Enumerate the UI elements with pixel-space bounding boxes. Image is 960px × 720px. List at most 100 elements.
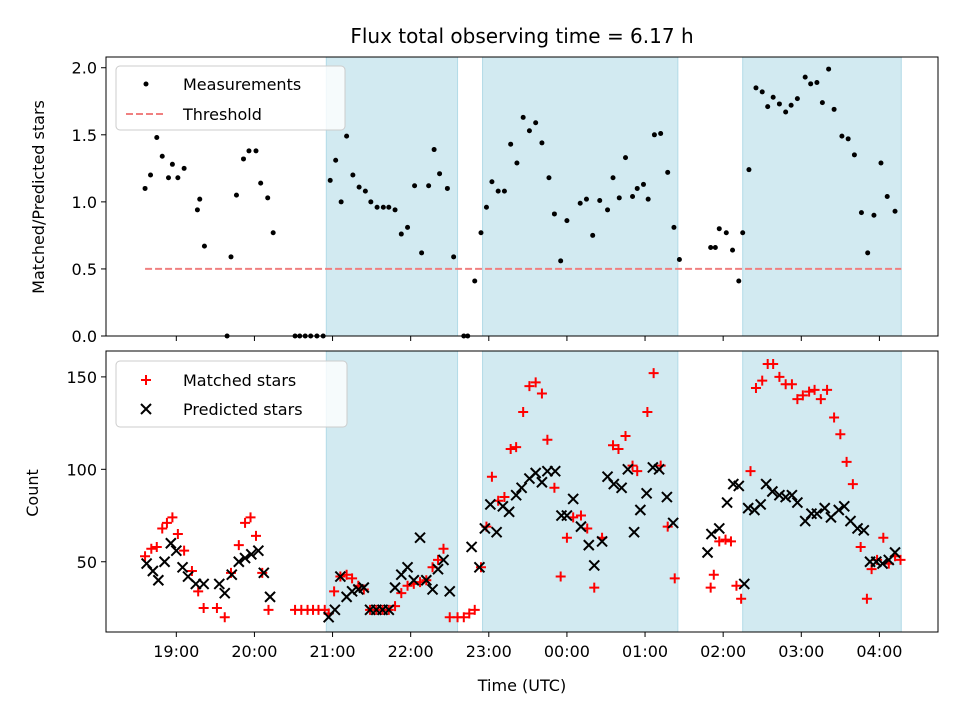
matched-star-point (750, 382, 761, 393)
y-tick-label: 0.5 (72, 260, 97, 279)
matched-star-point (530, 377, 541, 388)
measurement-point (884, 194, 890, 199)
measurement-point (658, 130, 664, 136)
matched-star-point (720, 534, 731, 545)
predicted-star-point (479, 522, 491, 535)
measurement-point (197, 196, 203, 202)
matched-star-point (589, 582, 600, 593)
measurement-point (419, 250, 425, 256)
measurement-point (514, 160, 520, 166)
predicted-star-point (667, 517, 679, 529)
measurement-point (508, 141, 514, 147)
matched-star-point (809, 384, 820, 395)
matched-star-point (475, 562, 486, 573)
legend-measurements-label: Measurements (183, 75, 301, 94)
predicted-star-point (713, 522, 725, 535)
predicted-star-point (583, 539, 595, 551)
measurement-point (412, 183, 418, 189)
measurement-point (437, 171, 443, 177)
measurement-point (148, 172, 154, 178)
measurement-point (676, 257, 682, 263)
matched-star-point (829, 412, 840, 423)
predicted-star-point (245, 548, 258, 561)
matched-star-point (774, 371, 785, 382)
predicted-star-point (819, 502, 831, 514)
matched-star-point (705, 582, 716, 593)
predicted-star-point (213, 578, 225, 590)
matched-star-point (822, 384, 833, 395)
measurement-point (233, 192, 239, 198)
predicted-star-point (561, 509, 573, 522)
legend-matched-marker (141, 375, 151, 385)
measurement-point (228, 254, 234, 260)
measurement-point (265, 195, 271, 201)
measurement-point (878, 160, 884, 166)
predicted-star-point (608, 478, 620, 490)
measurement-point (380, 204, 386, 210)
matched-star-point (245, 512, 256, 523)
axes-frame (105, 56, 939, 337)
predicted-star-point (420, 574, 433, 586)
measurement-point (175, 175, 181, 181)
measurement-point (483, 204, 489, 210)
predicted-star-point (408, 574, 420, 586)
matched-star-point (669, 573, 680, 584)
predicted-star-point (444, 585, 456, 598)
legend-matched-label: Matched stars (183, 371, 296, 390)
predicted-star-point (701, 546, 714, 559)
measurement-point (405, 224, 411, 230)
measurement-point (154, 134, 160, 140)
predicted-star-point (661, 491, 673, 503)
predicted-star-point (754, 498, 767, 511)
matched-star-point (511, 442, 522, 453)
predicted-star-point (437, 554, 450, 566)
measurement-point (753, 85, 759, 91)
matched-star-point (198, 602, 209, 613)
predicted-star-point (165, 537, 177, 549)
predicted-star-point (158, 556, 171, 568)
predicted-star-point (484, 498, 497, 511)
predicted-star-point (811, 507, 823, 520)
measurement-point (338, 199, 344, 205)
predicted-star-point (389, 581, 401, 594)
x-tick-label: 21:00 (309, 642, 355, 661)
predicted-star-point (226, 568, 238, 581)
matched-star-point (642, 407, 653, 418)
measurement-point (398, 231, 404, 237)
measurement-point (333, 157, 339, 163)
measurement-point (495, 188, 501, 194)
measurement-point (270, 230, 276, 236)
matched-star-point (878, 532, 889, 543)
matched-star-point (161, 517, 172, 528)
measurement-point (551, 211, 557, 217)
predicted-star-point (833, 504, 845, 516)
y-tick-label: 1.0 (72, 193, 97, 212)
measurement-point (630, 194, 636, 199)
predicted-star-point (239, 552, 251, 564)
predicted-star-point (147, 565, 159, 577)
matched-star-point (179, 545, 190, 556)
matched-star-point (438, 543, 449, 554)
matched-star-point (841, 456, 852, 467)
predicted-star-point (640, 487, 653, 500)
x-tick-label: 23:00 (466, 642, 512, 661)
shaded-interval (742, 56, 902, 337)
predicted-star-point (858, 524, 870, 537)
matched-star-point (433, 554, 444, 565)
measurement-point (623, 155, 629, 161)
measurement-point (431, 147, 437, 153)
matched-star-point (240, 517, 251, 528)
measurement-point (165, 175, 171, 181)
measurement-point (558, 258, 564, 264)
measurement-point (583, 196, 589, 202)
measurement-point (472, 278, 478, 284)
legend-predicted-marker (140, 403, 152, 415)
matched-star-point (458, 612, 469, 623)
matched-star-point (329, 586, 340, 597)
predicted-star-point (738, 578, 750, 590)
measurement-point (610, 175, 616, 181)
measurement-point (645, 196, 651, 202)
matched-star-point (186, 565, 197, 576)
measurement-point (746, 167, 752, 173)
top-y-axis-label: Matched/Predicted stars (29, 100, 48, 294)
